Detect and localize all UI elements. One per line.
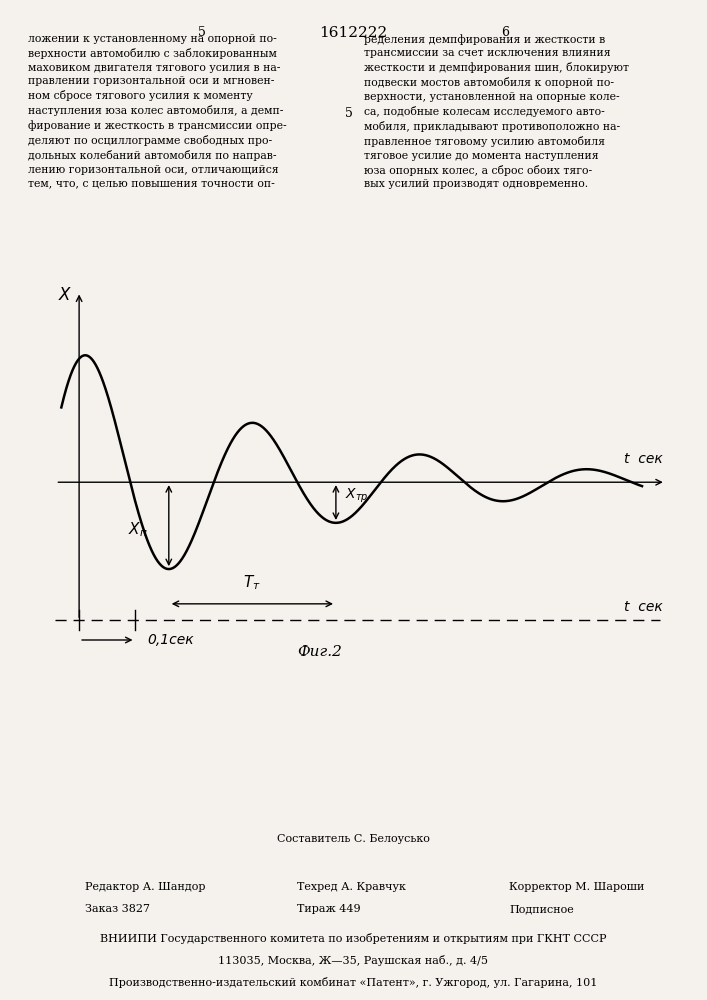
Text: Техред А. Кравчук: Техред А. Кравчук xyxy=(297,882,406,892)
Text: t  сек: t сек xyxy=(624,452,662,466)
Text: 0,1сек: 0,1сек xyxy=(147,633,194,647)
Text: ложении к установленному на опорной по-
верхности автомобилю с заблокированным
м: ложении к установленному на опорной по- … xyxy=(28,34,287,188)
Text: Заказ 3827: Заказ 3827 xyxy=(85,904,150,914)
Text: Фиг.2: Фиг.2 xyxy=(297,645,341,659)
Text: $X_п$: $X_п$ xyxy=(129,521,148,539)
Text: $X_{тр}$: $X_{тр}$ xyxy=(345,487,368,505)
Text: Редактор А. Шандор: Редактор А. Шандор xyxy=(85,882,205,892)
Text: 5: 5 xyxy=(345,107,354,120)
Text: 5: 5 xyxy=(197,26,206,39)
Text: Подписное: Подписное xyxy=(509,904,574,914)
Text: ределения демпфирования и жесткости в
трансмиссии за счет исключения влияния
жес: ределения демпфирования и жесткости в тр… xyxy=(364,34,629,189)
Text: Составитель С. Белоусько: Составитель С. Белоусько xyxy=(277,834,430,844)
Text: Производственно-издательский комбинат «Патент», г. Ужгород, ул. Гагарина, 101: Производственно-издательский комбинат «П… xyxy=(110,977,597,988)
Text: 1612222: 1612222 xyxy=(320,26,387,40)
Text: Тираж 449: Тираж 449 xyxy=(297,904,361,914)
Text: $T_т$: $T_т$ xyxy=(243,573,261,592)
Text: ВНИИПИ Государственного комитета по изобретениям и открытиям при ГКНТ СССР: ВНИИПИ Государственного комитета по изоб… xyxy=(100,933,607,944)
Text: X: X xyxy=(59,286,70,304)
Text: 6: 6 xyxy=(501,26,510,39)
Text: 113035, Москва, Ж—35, Раушская наб., д. 4/5: 113035, Москва, Ж—35, Раушская наб., д. … xyxy=(218,955,489,966)
Text: Корректор М. Шароши: Корректор М. Шароши xyxy=(509,882,644,892)
Text: t  сек: t сек xyxy=(624,600,662,614)
